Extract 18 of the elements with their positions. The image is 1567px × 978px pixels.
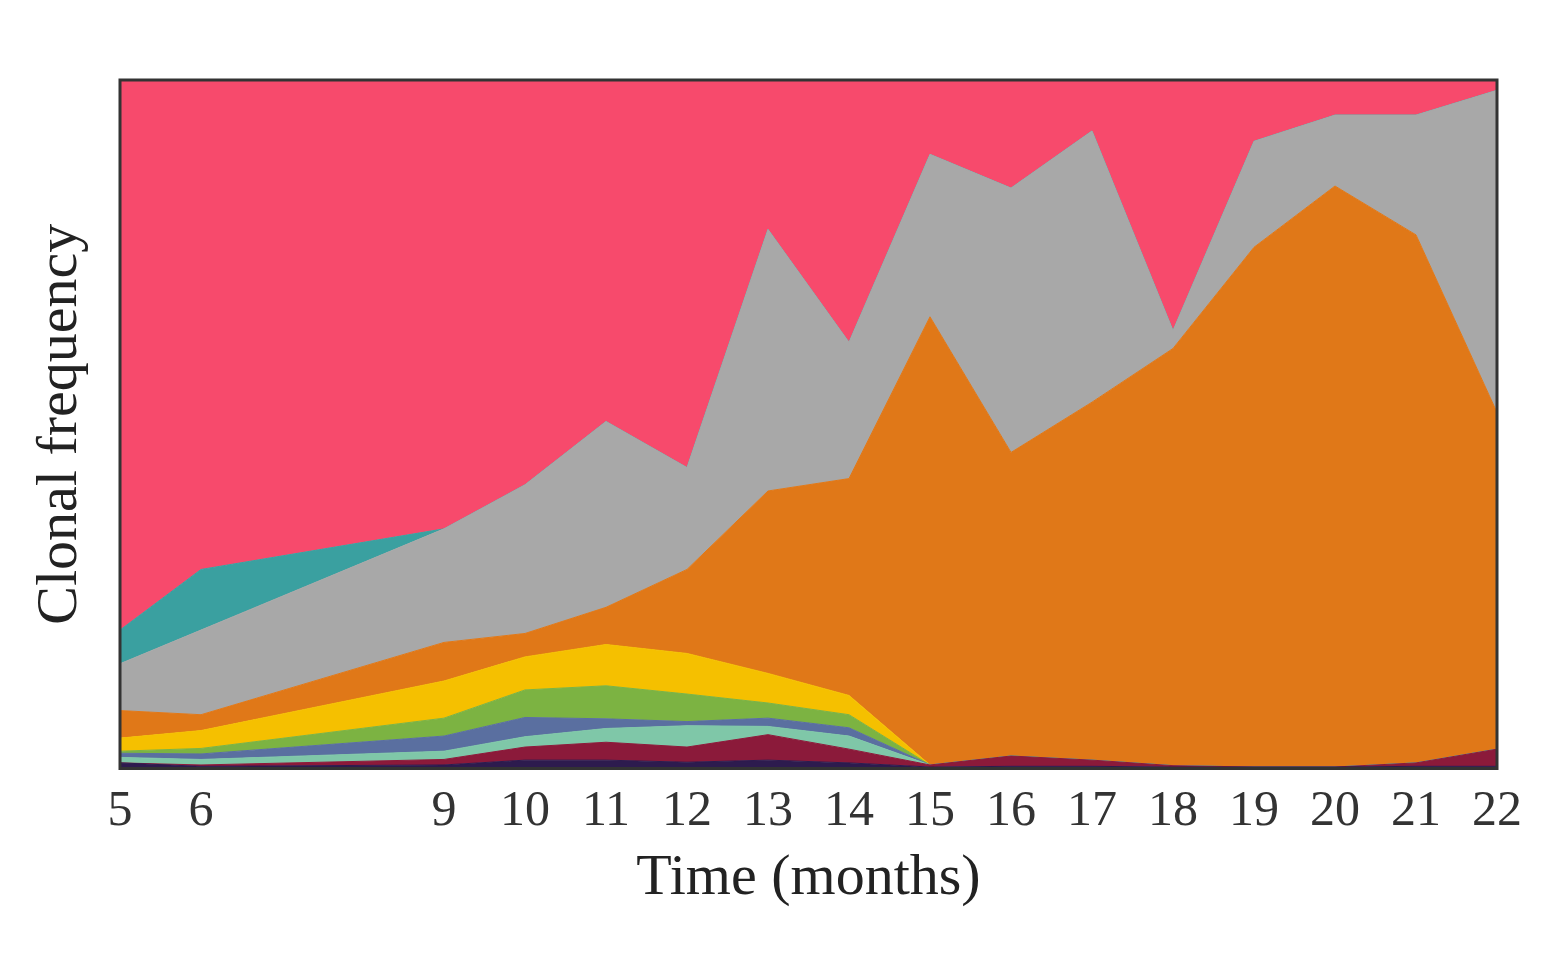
x-tick-label: 5 [107, 779, 133, 836]
y-axis-title: Clonal frequency [24, 223, 90, 625]
x-tick-label: 14 [824, 779, 874, 836]
x-tick-label: 18 [1148, 779, 1198, 836]
x-tick-label: 15 [905, 779, 955, 836]
x-tick-label: 21 [1391, 779, 1441, 836]
x-tick-label: 19 [1229, 779, 1279, 836]
x-tick-label: 20 [1310, 779, 1360, 836]
x-tick-label: 17 [1067, 779, 1117, 836]
x-tick-label: 11 [581, 779, 631, 836]
x-tick-label: 12 [662, 779, 712, 836]
x-tick-label: 22 [1472, 779, 1522, 836]
x-tick-label: 16 [986, 779, 1036, 836]
x-tick-label: 10 [500, 779, 550, 836]
x-axis-title: Time (months) [636, 842, 981, 908]
x-tick-label: 6 [188, 779, 214, 836]
x-tick-label: 13 [743, 779, 793, 836]
x-tick-label: 9 [431, 779, 457, 836]
